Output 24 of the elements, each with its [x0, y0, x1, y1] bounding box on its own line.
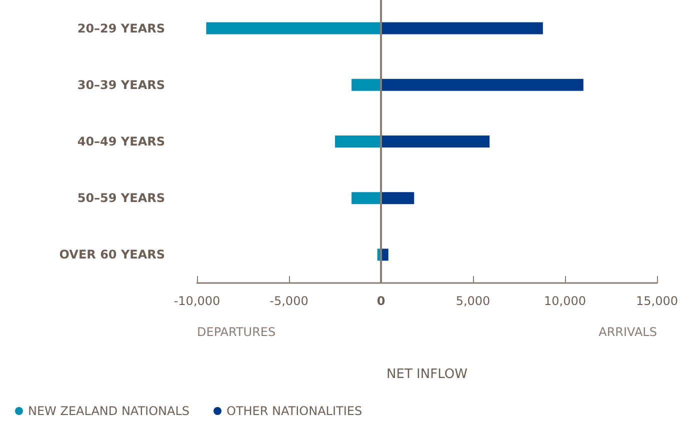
- y-tick-label: 50–59 YEARS: [77, 191, 165, 206]
- y-tick-label: OVER 60 YEARS: [59, 248, 165, 262]
- legend-label: OTHER NATIONALITIES: [226, 404, 362, 418]
- x-tick-label: 5,000: [456, 294, 490, 308]
- x-tick-label: -10,000: [174, 294, 220, 308]
- y-tick-label: 40–49 YEARS: [77, 134, 165, 148]
- y-tick-label: 20–29 YEARS: [77, 21, 165, 36]
- bar: [335, 136, 381, 148]
- x-tick-label: 10,000: [544, 294, 586, 308]
- x-tick-label: 15,000: [636, 294, 678, 308]
- legend-label: NEW ZEALAND NATIONALS: [28, 404, 190, 418]
- bar: [381, 78, 584, 91]
- y-tick-label: 30–39 YEARS: [77, 78, 165, 92]
- text: DEPARTURES: [197, 325, 276, 339]
- x-tick-label: -5,000: [270, 294, 308, 308]
- bar: [381, 22, 543, 34]
- text: ARRIVALS: [598, 325, 657, 339]
- x-axis-title: NET INFLOW: [386, 367, 468, 382]
- bar: [206, 22, 381, 34]
- x-tick-label: 0: [376, 294, 386, 308]
- bar: [352, 192, 381, 204]
- bar: [381, 192, 414, 204]
- bar: [352, 78, 381, 91]
- bar: [381, 136, 490, 148]
